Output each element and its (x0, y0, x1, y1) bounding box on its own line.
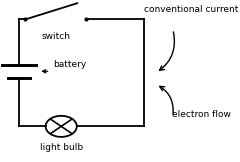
Text: conventional current flow: conventional current flow (144, 5, 240, 14)
Text: light bulb: light bulb (40, 143, 83, 152)
Text: electron flow: electron flow (172, 110, 231, 119)
Text: switch: switch (42, 32, 71, 41)
Text: battery: battery (53, 60, 86, 69)
